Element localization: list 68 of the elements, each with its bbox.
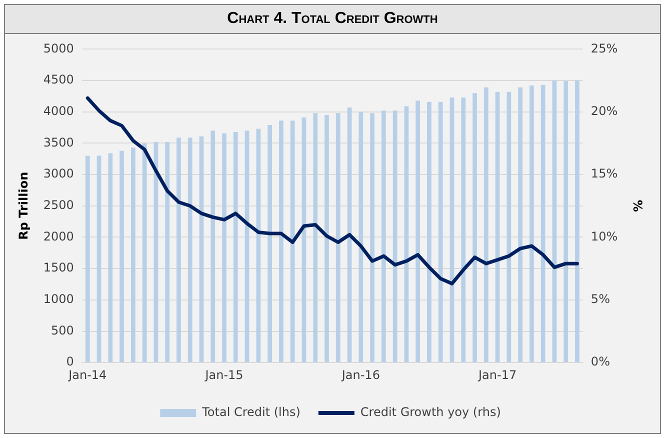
bar [495,92,500,362]
bar [210,130,216,362]
y-tick-label: 500 [51,323,74,338]
y-tick-label: 5000 [43,41,74,56]
bar [347,107,352,362]
bar [199,136,204,362]
bar [438,102,443,362]
bar [96,156,102,362]
bar [244,130,250,362]
y2-tick-label: 20% [590,104,618,118]
bar [552,80,557,362]
bar [324,115,329,362]
y2-tick-label: 15% [590,166,618,181]
bar [461,97,466,362]
y-tick-label: 4500 [43,72,74,87]
bar [279,120,284,362]
y2-axis-title: % [630,200,645,212]
x-tick-label: Jan-15 [204,368,244,382]
bar [188,138,192,362]
legend-label: Total Credit (lhs) [201,405,300,420]
bar [85,156,90,362]
bar [392,110,398,362]
bar [131,148,136,362]
bar [268,125,272,362]
y2-tick-label: 25% [590,41,618,56]
y-tick-label: 0 [66,354,74,369]
bar [484,87,488,362]
y-tick-label: 1500 [43,260,74,275]
bar [518,87,522,362]
bar [165,142,170,362]
y-tick-label: 3000 [43,166,74,181]
bar [575,80,580,362]
x-tick-label: Jan-17 [477,368,517,382]
bar [336,113,340,362]
y-tick-label: 4000 [43,104,74,118]
bar [108,153,113,362]
y2-tick-label: 5% [590,292,610,306]
y2-tick-label: 0% [590,354,610,369]
x-tick-label: Jan-16 [340,368,380,382]
bar [530,86,534,362]
bar [176,138,181,362]
bar [381,110,386,362]
bar [290,120,295,362]
bar [120,150,124,362]
legend-label: Credit Growth yoy (rhs) [360,405,501,420]
bar [370,113,374,362]
bar [313,113,318,362]
chart-title: Chart 4. Total Credit Growth [5,5,660,34]
y-tick-label: 2000 [43,229,74,244]
y-tick-label: 2500 [43,198,74,212]
bar [564,81,568,362]
bar [222,133,226,362]
y-tick-label: 3500 [43,135,74,150]
bar [450,97,454,362]
bar [256,128,261,362]
bar [233,132,238,362]
bar [358,112,364,362]
x-tick-label: Jan-14 [68,368,107,382]
bar [302,118,306,362]
bar [427,102,432,362]
bar [404,106,409,362]
y2-tick-label: 10% [590,229,618,244]
y-axis-title: Rp Trillion [16,172,30,240]
bar [472,93,477,362]
bar [416,100,420,362]
bar [540,84,546,362]
bar [506,92,512,362]
y-tick-label: 1000 [43,292,74,306]
